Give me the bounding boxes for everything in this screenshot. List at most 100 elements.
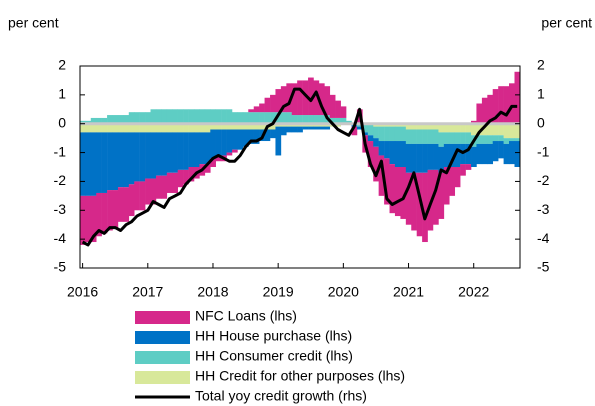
bar bbox=[259, 112, 265, 124]
bar bbox=[107, 132, 113, 191]
bar bbox=[85, 195, 92, 243]
y-tick-label: -5 bbox=[54, 259, 67, 275]
bar bbox=[313, 80, 320, 116]
bar bbox=[85, 132, 92, 196]
y-tick-label: 0 bbox=[58, 114, 66, 130]
bar bbox=[161, 175, 168, 199]
bar bbox=[318, 83, 325, 116]
bar bbox=[221, 129, 227, 156]
bar bbox=[166, 172, 173, 193]
bar bbox=[215, 123, 222, 130]
bar bbox=[177, 132, 184, 170]
bar bbox=[481, 143, 488, 165]
bar bbox=[411, 123, 417, 130]
bar bbox=[204, 164, 211, 173]
bar bbox=[492, 123, 499, 136]
bar bbox=[242, 112, 249, 124]
legend-label: HH House purchase (lhs) bbox=[195, 328, 352, 344]
bar bbox=[329, 117, 336, 124]
bar bbox=[96, 123, 102, 133]
bar bbox=[226, 123, 233, 130]
bar bbox=[253, 129, 260, 144]
bar bbox=[433, 143, 439, 170]
bar bbox=[188, 109, 195, 124]
bar bbox=[498, 86, 504, 124]
bar bbox=[275, 89, 282, 113]
y-tick-label: 1 bbox=[58, 86, 66, 102]
bar bbox=[384, 126, 390, 142]
legend-label: HH Consumer credit (lhs) bbox=[195, 348, 353, 364]
bar bbox=[308, 115, 314, 124]
bar bbox=[460, 132, 466, 144]
bar bbox=[498, 123, 504, 136]
bar bbox=[465, 164, 472, 170]
bar bbox=[487, 123, 494, 136]
bar bbox=[188, 123, 195, 133]
bar bbox=[389, 164, 396, 214]
bar bbox=[90, 132, 97, 196]
bar bbox=[188, 167, 195, 182]
bar bbox=[275, 112, 282, 124]
bar bbox=[117, 132, 124, 188]
bar bbox=[476, 143, 483, 165]
bar bbox=[275, 126, 282, 156]
bar bbox=[183, 169, 189, 185]
bar bbox=[373, 138, 379, 147]
bar bbox=[427, 123, 434, 130]
bar bbox=[465, 123, 472, 133]
bar bbox=[150, 178, 157, 205]
bar bbox=[128, 184, 135, 217]
bar bbox=[291, 115, 298, 124]
bar bbox=[96, 117, 102, 124]
bar bbox=[150, 132, 157, 179]
bar bbox=[280, 126, 287, 136]
bar bbox=[514, 141, 521, 167]
bar bbox=[112, 123, 119, 133]
bar bbox=[193, 132, 200, 167]
bar bbox=[362, 132, 369, 136]
bar bbox=[270, 129, 276, 139]
y2-tick-label: -3 bbox=[537, 201, 550, 217]
bar bbox=[433, 169, 439, 225]
bar bbox=[101, 192, 108, 234]
bar bbox=[270, 123, 276, 130]
bar bbox=[405, 123, 412, 130]
bar bbox=[280, 86, 287, 113]
bar bbox=[177, 123, 184, 133]
bar bbox=[416, 123, 423, 130]
y-tick-label: -2 bbox=[54, 172, 67, 188]
bar bbox=[199, 123, 206, 133]
bar bbox=[427, 143, 434, 170]
line bbox=[81, 87, 518, 247]
bar bbox=[443, 132, 450, 144]
bar bbox=[210, 129, 216, 159]
bar bbox=[405, 129, 412, 144]
bar bbox=[112, 115, 119, 124]
bar bbox=[449, 167, 456, 196]
bar bbox=[498, 135, 504, 142]
bar bbox=[226, 152, 233, 156]
bar bbox=[400, 167, 407, 219]
bar bbox=[221, 123, 227, 130]
bar bbox=[405, 143, 412, 173]
bar bbox=[155, 109, 162, 124]
bar bbox=[422, 143, 428, 173]
y2-tick-label: -1 bbox=[537, 143, 550, 159]
bar bbox=[438, 132, 445, 147]
bar bbox=[248, 109, 254, 113]
bar bbox=[438, 123, 445, 133]
bar bbox=[90, 117, 97, 124]
bar bbox=[199, 109, 206, 124]
bar bbox=[297, 126, 303, 133]
bar bbox=[155, 123, 162, 133]
x-tick-label: 2020 bbox=[328, 284, 359, 300]
bar bbox=[188, 132, 195, 167]
bar bbox=[237, 129, 244, 150]
bar bbox=[362, 123, 369, 133]
bar bbox=[253, 123, 260, 130]
bar bbox=[416, 143, 423, 173]
bar bbox=[270, 112, 276, 124]
bar bbox=[204, 132, 211, 165]
bar bbox=[101, 132, 108, 193]
bar bbox=[373, 146, 379, 182]
